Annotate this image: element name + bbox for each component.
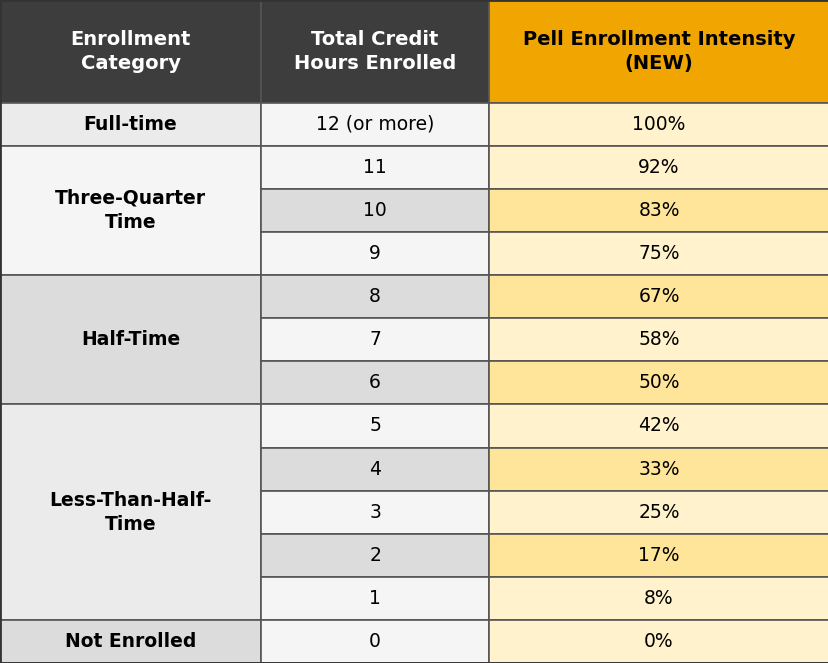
Text: 11: 11 [363, 158, 387, 177]
Text: 0%: 0% [643, 632, 673, 651]
Text: 92%: 92% [638, 158, 679, 177]
Bar [489, 361, 828, 404]
Bar [261, 146, 489, 189]
Text: 8: 8 [368, 287, 381, 306]
Text: 0: 0 [368, 632, 381, 651]
Bar [0, 275, 261, 404]
Text: 2: 2 [368, 546, 381, 565]
Bar [0, 404, 261, 620]
Bar [261, 318, 489, 361]
Text: 25%: 25% [638, 503, 679, 522]
Bar [0, 0, 261, 103]
Bar [261, 534, 489, 577]
Text: Not Enrolled: Not Enrolled [65, 632, 196, 651]
Text: 7: 7 [368, 330, 381, 349]
Bar [261, 404, 489, 448]
Bar [489, 620, 828, 663]
Bar [261, 620, 489, 663]
Text: 17%: 17% [638, 546, 679, 565]
Bar [489, 491, 828, 534]
Bar [261, 491, 489, 534]
Bar [261, 577, 489, 620]
Bar [489, 275, 828, 318]
Text: Full-time: Full-time [84, 115, 177, 134]
Text: Less-Than-Half-
Time: Less-Than-Half- Time [50, 491, 211, 534]
Text: Enrollment
Category: Enrollment Category [70, 30, 190, 73]
Bar [489, 146, 828, 189]
Text: 5: 5 [368, 416, 381, 436]
Text: 10: 10 [363, 201, 387, 220]
Text: 4: 4 [368, 459, 381, 479]
Bar [0, 146, 261, 275]
Text: 33%: 33% [638, 459, 679, 479]
Text: 6: 6 [368, 373, 381, 392]
Bar [261, 361, 489, 404]
Text: 83%: 83% [638, 201, 679, 220]
Bar [489, 189, 828, 232]
Bar [489, 448, 828, 491]
Text: 42%: 42% [638, 416, 679, 436]
Text: Total Credit
Hours Enrolled: Total Credit Hours Enrolled [294, 30, 455, 73]
Bar [489, 577, 828, 620]
Bar [261, 103, 489, 146]
Text: 58%: 58% [638, 330, 679, 349]
Text: 12 (or more): 12 (or more) [315, 115, 434, 134]
Text: 67%: 67% [638, 287, 679, 306]
Bar [489, 318, 828, 361]
Bar [261, 448, 489, 491]
Bar [261, 232, 489, 275]
Text: Half-Time: Half-Time [81, 330, 180, 349]
Bar [489, 404, 828, 448]
Bar [0, 620, 261, 663]
Bar [261, 189, 489, 232]
Text: 100%: 100% [632, 115, 685, 134]
Text: 8%: 8% [643, 589, 673, 608]
Text: 9: 9 [368, 244, 381, 263]
Text: Three-Quarter
Time: Three-Quarter Time [55, 189, 206, 232]
Text: 1: 1 [368, 589, 381, 608]
Bar [489, 103, 828, 146]
Bar [489, 0, 828, 103]
Bar [489, 534, 828, 577]
Text: 3: 3 [368, 503, 381, 522]
Text: 50%: 50% [638, 373, 679, 392]
Bar [0, 103, 261, 146]
Text: 75%: 75% [638, 244, 679, 263]
Bar [261, 275, 489, 318]
Text: Pell Enrollment Intensity
(NEW): Pell Enrollment Intensity (NEW) [522, 30, 794, 73]
Bar [261, 0, 489, 103]
Bar [489, 232, 828, 275]
